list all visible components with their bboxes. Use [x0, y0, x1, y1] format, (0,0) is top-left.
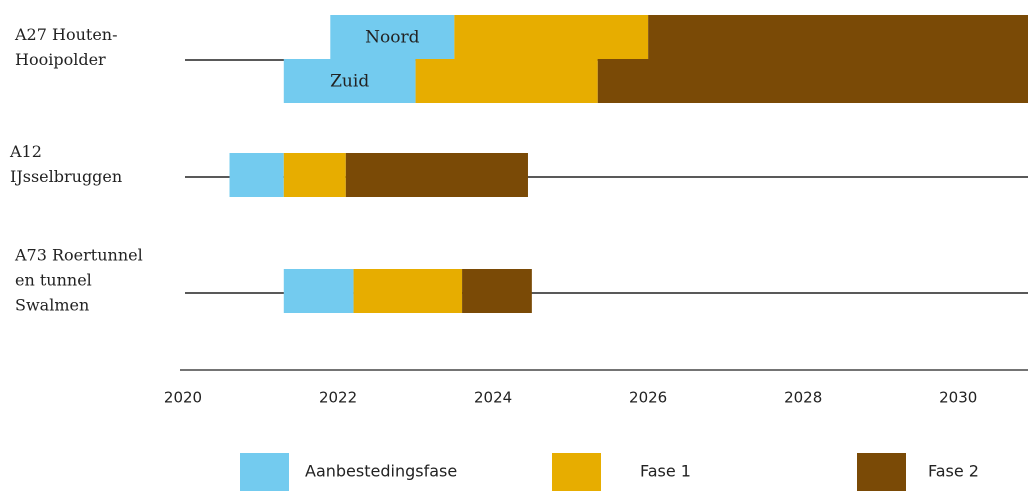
bar-segment [283, 269, 354, 313]
bar-segment [229, 153, 284, 197]
x-tick-label: 2026 [629, 389, 667, 407]
legend-swatch [240, 453, 289, 491]
x-tick-label: 2022 [319, 389, 357, 407]
bar-segment [462, 269, 532, 313]
bar-segment [330, 15, 455, 59]
x-tick-label: 2020 [164, 389, 202, 407]
row-label: Hooipolder [15, 50, 106, 69]
x-tick-label: 2028 [784, 389, 822, 407]
legend-label: Fase 2 [928, 462, 979, 481]
x-tick-label: 2024 [474, 389, 512, 407]
legend-label: Aanbestedingsfase [305, 462, 457, 481]
bar-segment [283, 59, 416, 103]
row-label: A27 Houten- [14, 25, 118, 44]
row-label: IJsselbruggen [10, 167, 122, 186]
legend-swatch [857, 453, 906, 491]
bar-segment [353, 269, 463, 313]
row-label: Swalmen [15, 296, 89, 315]
x-tick-label: 2030 [939, 389, 977, 407]
bar-label: Zuid [330, 72, 369, 92]
bar-segment [345, 153, 528, 197]
bar-segment [648, 15, 1028, 59]
row-label: A73 Roertunnel [14, 246, 143, 265]
row-label: A12 [9, 142, 42, 161]
legend-swatch [552, 453, 601, 491]
bar-segment [454, 15, 649, 59]
bar-segment [597, 59, 1028, 103]
bar-segment [415, 59, 598, 103]
bar-label: Noord [365, 28, 419, 48]
row-label: en tunnel [15, 271, 92, 290]
bar-segment [283, 153, 346, 197]
legend-label: Fase 1 [640, 462, 691, 481]
